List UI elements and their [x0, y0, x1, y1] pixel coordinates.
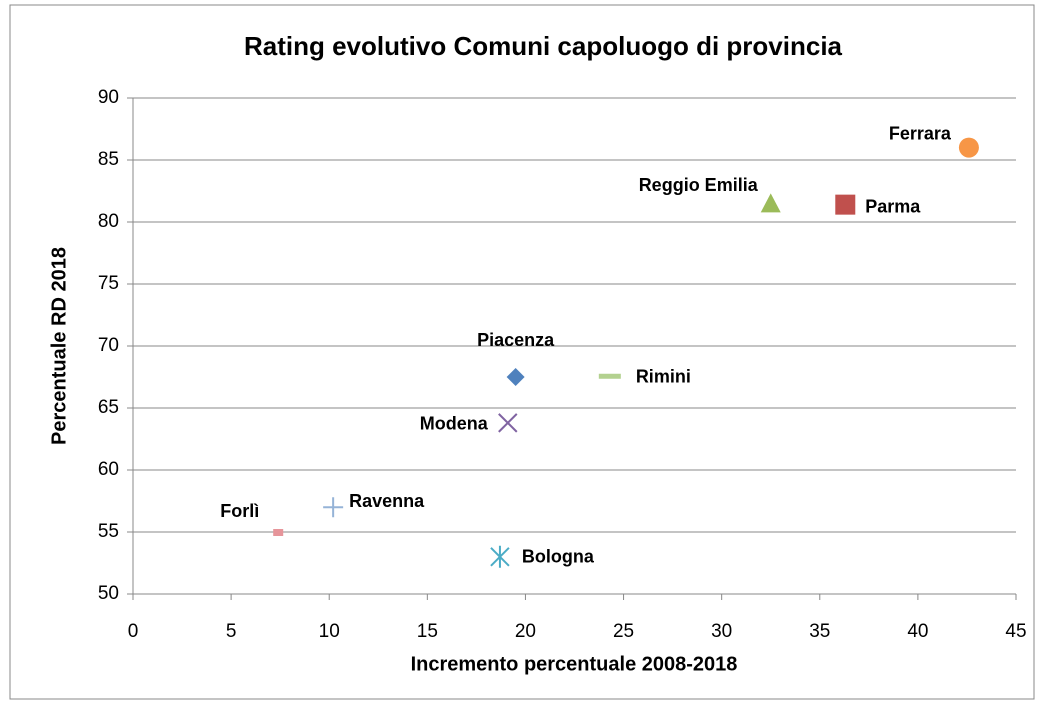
x-tick-label: 25 — [613, 621, 634, 642]
y-tick-label: 65 — [98, 397, 119, 418]
data-label: Rimini — [636, 367, 691, 387]
data-label: Modena — [420, 414, 489, 434]
chart-frame — [9, 4, 1035, 700]
x-tick-label: 20 — [515, 621, 536, 642]
point — [958, 137, 979, 158]
point — [835, 194, 856, 215]
x-tick-label: 10 — [319, 621, 340, 642]
data-label: Reggio Emilia — [639, 175, 759, 195]
y-tick-label: 80 — [98, 211, 119, 232]
x-tick-label: 15 — [417, 621, 438, 642]
data-label: Piacenza — [477, 330, 555, 350]
y-tick-label: 60 — [98, 459, 119, 480]
point — [323, 497, 344, 518]
x-axis-label: Incremento percentuale 2008-2018 — [411, 653, 738, 675]
x-tick-label: 40 — [907, 621, 928, 642]
data-label: Ravenna — [349, 491, 425, 511]
x-tick-label: 35 — [809, 621, 830, 642]
y-tick-label: 50 — [98, 583, 119, 604]
point — [598, 373, 621, 379]
y-tick-label: 90 — [98, 87, 119, 108]
data-label: Ferrara — [889, 123, 952, 143]
point — [506, 368, 525, 386]
point — [498, 413, 518, 433]
point — [760, 193, 781, 213]
y-tick-label: 85 — [98, 149, 119, 170]
data-label: Bologna — [522, 547, 595, 567]
y-tick-label: 55 — [98, 521, 119, 542]
data-label: Forlì — [220, 501, 259, 521]
y-tick-label: 75 — [98, 273, 119, 294]
chart-title: Rating evolutivo Comuni capoluogo di pro… — [244, 31, 843, 61]
data-label: Parma — [865, 196, 921, 216]
x-tick-label: 30 — [711, 621, 732, 642]
x-tick-label: 5 — [226, 621, 237, 642]
point — [273, 529, 284, 536]
point — [490, 545, 510, 568]
y-tick-label: 70 — [98, 335, 119, 356]
y-axis-label: Percentuale RD 2018 — [48, 247, 70, 445]
x-tick-label: 45 — [1005, 621, 1026, 642]
x-tick-label: 0 — [128, 621, 139, 642]
